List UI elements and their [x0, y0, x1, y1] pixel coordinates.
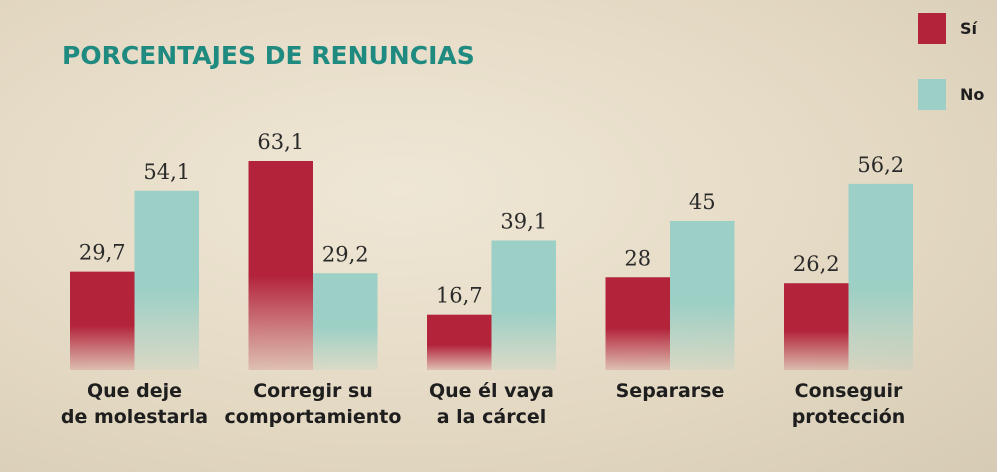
value-label: 16,7 [436, 284, 483, 308]
legend-label: Sí [960, 19, 979, 38]
x-tick-label: Separarse [615, 380, 725, 402]
value-label: 54,1 [143, 160, 190, 184]
value-label: 63,1 [257, 130, 304, 154]
bar [670, 220, 735, 370]
x-tick-label: Que él vaya a la cárcel [428, 380, 555, 428]
bar [70, 271, 135, 370]
legend-swatch [918, 13, 946, 44]
legend-swatch [918, 79, 946, 110]
bar [848, 183, 913, 370]
bar [248, 161, 313, 370]
bar [605, 277, 670, 370]
value-label: 28 [624, 246, 651, 270]
value-label: 39,1 [500, 209, 547, 233]
x-tick-label: Corregir su comportamiento [224, 380, 402, 428]
value-label: 29,2 [322, 242, 369, 266]
x-tick-label: Conseguir protección [791, 380, 906, 428]
chart-title: PORCENTAJES DE RENUNCIAS [62, 41, 475, 70]
value-label: 56,2 [857, 153, 904, 177]
bar [491, 240, 556, 370]
x-tick-label: Que deje de molestarla [60, 380, 209, 428]
legend-label: No [960, 85, 984, 104]
value-label: 29,7 [79, 241, 126, 265]
bar [427, 314, 492, 370]
bar [134, 190, 199, 370]
bar [784, 283, 849, 370]
value-label: 26,2 [793, 252, 840, 276]
value-label: 45 [689, 190, 716, 214]
bar [313, 273, 378, 370]
